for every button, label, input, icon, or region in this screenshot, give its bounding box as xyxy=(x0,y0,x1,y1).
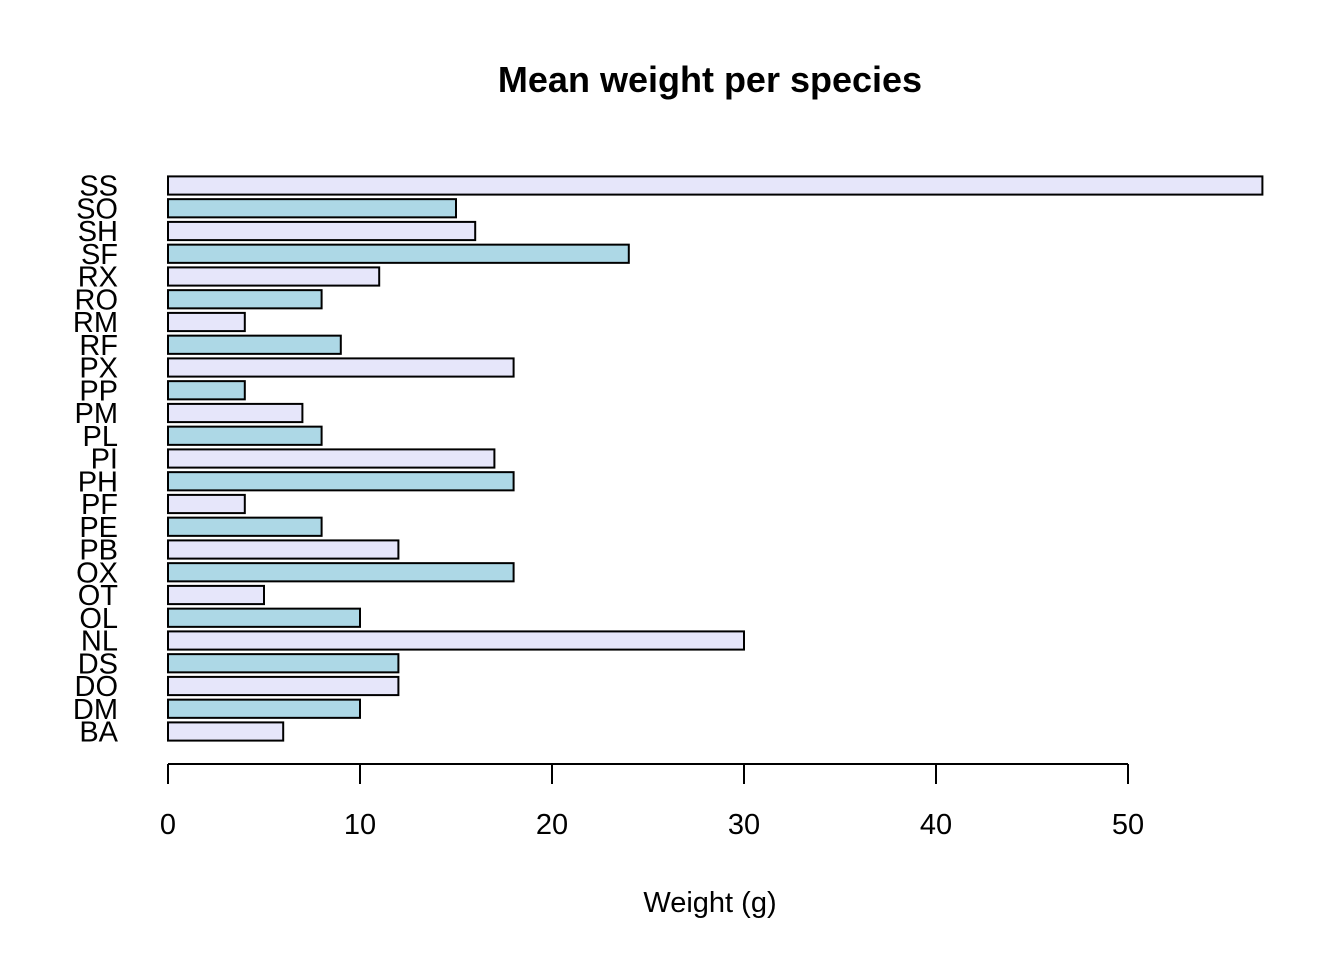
bar-ro xyxy=(167,289,323,310)
bar-ot xyxy=(167,584,265,606)
category-label-ba: BA xyxy=(79,717,118,749)
category-label-pl: PL xyxy=(83,421,118,453)
category-label-pf: PF xyxy=(81,489,118,521)
bar-sf xyxy=(167,243,630,264)
bar-do xyxy=(167,675,400,697)
x-tick-label-20: 20 xyxy=(536,809,568,841)
x-axis: 0 10 20 30 40 50 xyxy=(160,763,1144,841)
bar-so xyxy=(167,198,457,219)
bar-pi xyxy=(167,448,496,469)
bar-rf xyxy=(167,334,342,355)
x-tick-label-50: 50 xyxy=(1112,809,1144,841)
chart-title: Mean weight per species xyxy=(498,59,922,100)
bar-rx xyxy=(167,266,381,287)
bar-ss xyxy=(167,175,1264,196)
bar-px xyxy=(167,357,515,378)
x-axis-label: Weight (g) xyxy=(643,887,776,919)
bar-dm xyxy=(167,698,361,719)
category-label-ox: OX xyxy=(76,557,118,589)
category-label-pm: PM xyxy=(75,398,119,430)
bar-pl xyxy=(167,425,323,446)
bar-ba xyxy=(167,721,285,742)
category-label-rx: RX xyxy=(78,262,118,294)
category-label-px: PX xyxy=(79,353,118,385)
bar-pm xyxy=(167,402,304,424)
bar-rm xyxy=(167,311,246,333)
category-labels: BADMDODSNLOLOTOXPBPEPFPHPIPLPMPPPXRFRMRO… xyxy=(73,171,119,749)
category-label-ss: SS xyxy=(79,171,118,203)
category-label-ph: PH xyxy=(78,466,118,498)
bar-ph xyxy=(167,471,515,492)
category-label-pb: PB xyxy=(79,535,118,567)
bar-pf xyxy=(167,493,246,515)
x-tick-label-0: 0 xyxy=(160,809,176,841)
bar-pp xyxy=(167,380,246,401)
category-label-rf: RF xyxy=(79,330,118,362)
category-label-so: SO xyxy=(76,193,118,225)
bar-pe xyxy=(167,516,323,537)
bar-ds xyxy=(167,653,400,674)
category-label-nl: NL xyxy=(81,626,118,658)
category-label-rm: RM xyxy=(73,307,118,339)
category-label-ot: OT xyxy=(78,580,119,612)
category-label-pp: PP xyxy=(79,375,118,407)
category-label-ol: OL xyxy=(79,603,118,635)
category-label-sf: SF xyxy=(81,239,118,271)
bar-ox xyxy=(167,562,515,583)
bar-sh xyxy=(167,220,477,242)
bar-nl xyxy=(167,630,745,651)
x-tick-label-30: 30 xyxy=(728,809,760,841)
bars-group xyxy=(167,175,1264,742)
category-label-dm: DM xyxy=(73,694,118,726)
category-label-sh: SH xyxy=(78,216,118,248)
bar-pb xyxy=(167,539,400,560)
category-label-ro: RO xyxy=(75,284,119,316)
x-tick-label-10: 10 xyxy=(344,809,376,841)
category-label-ds: DS xyxy=(78,648,118,680)
bar-ol xyxy=(167,607,361,628)
x-tick-label-40: 40 xyxy=(920,809,952,841)
category-label-pi: PI xyxy=(91,444,118,476)
category-label-pe: PE xyxy=(79,512,118,544)
category-label-do: DO xyxy=(75,671,119,703)
